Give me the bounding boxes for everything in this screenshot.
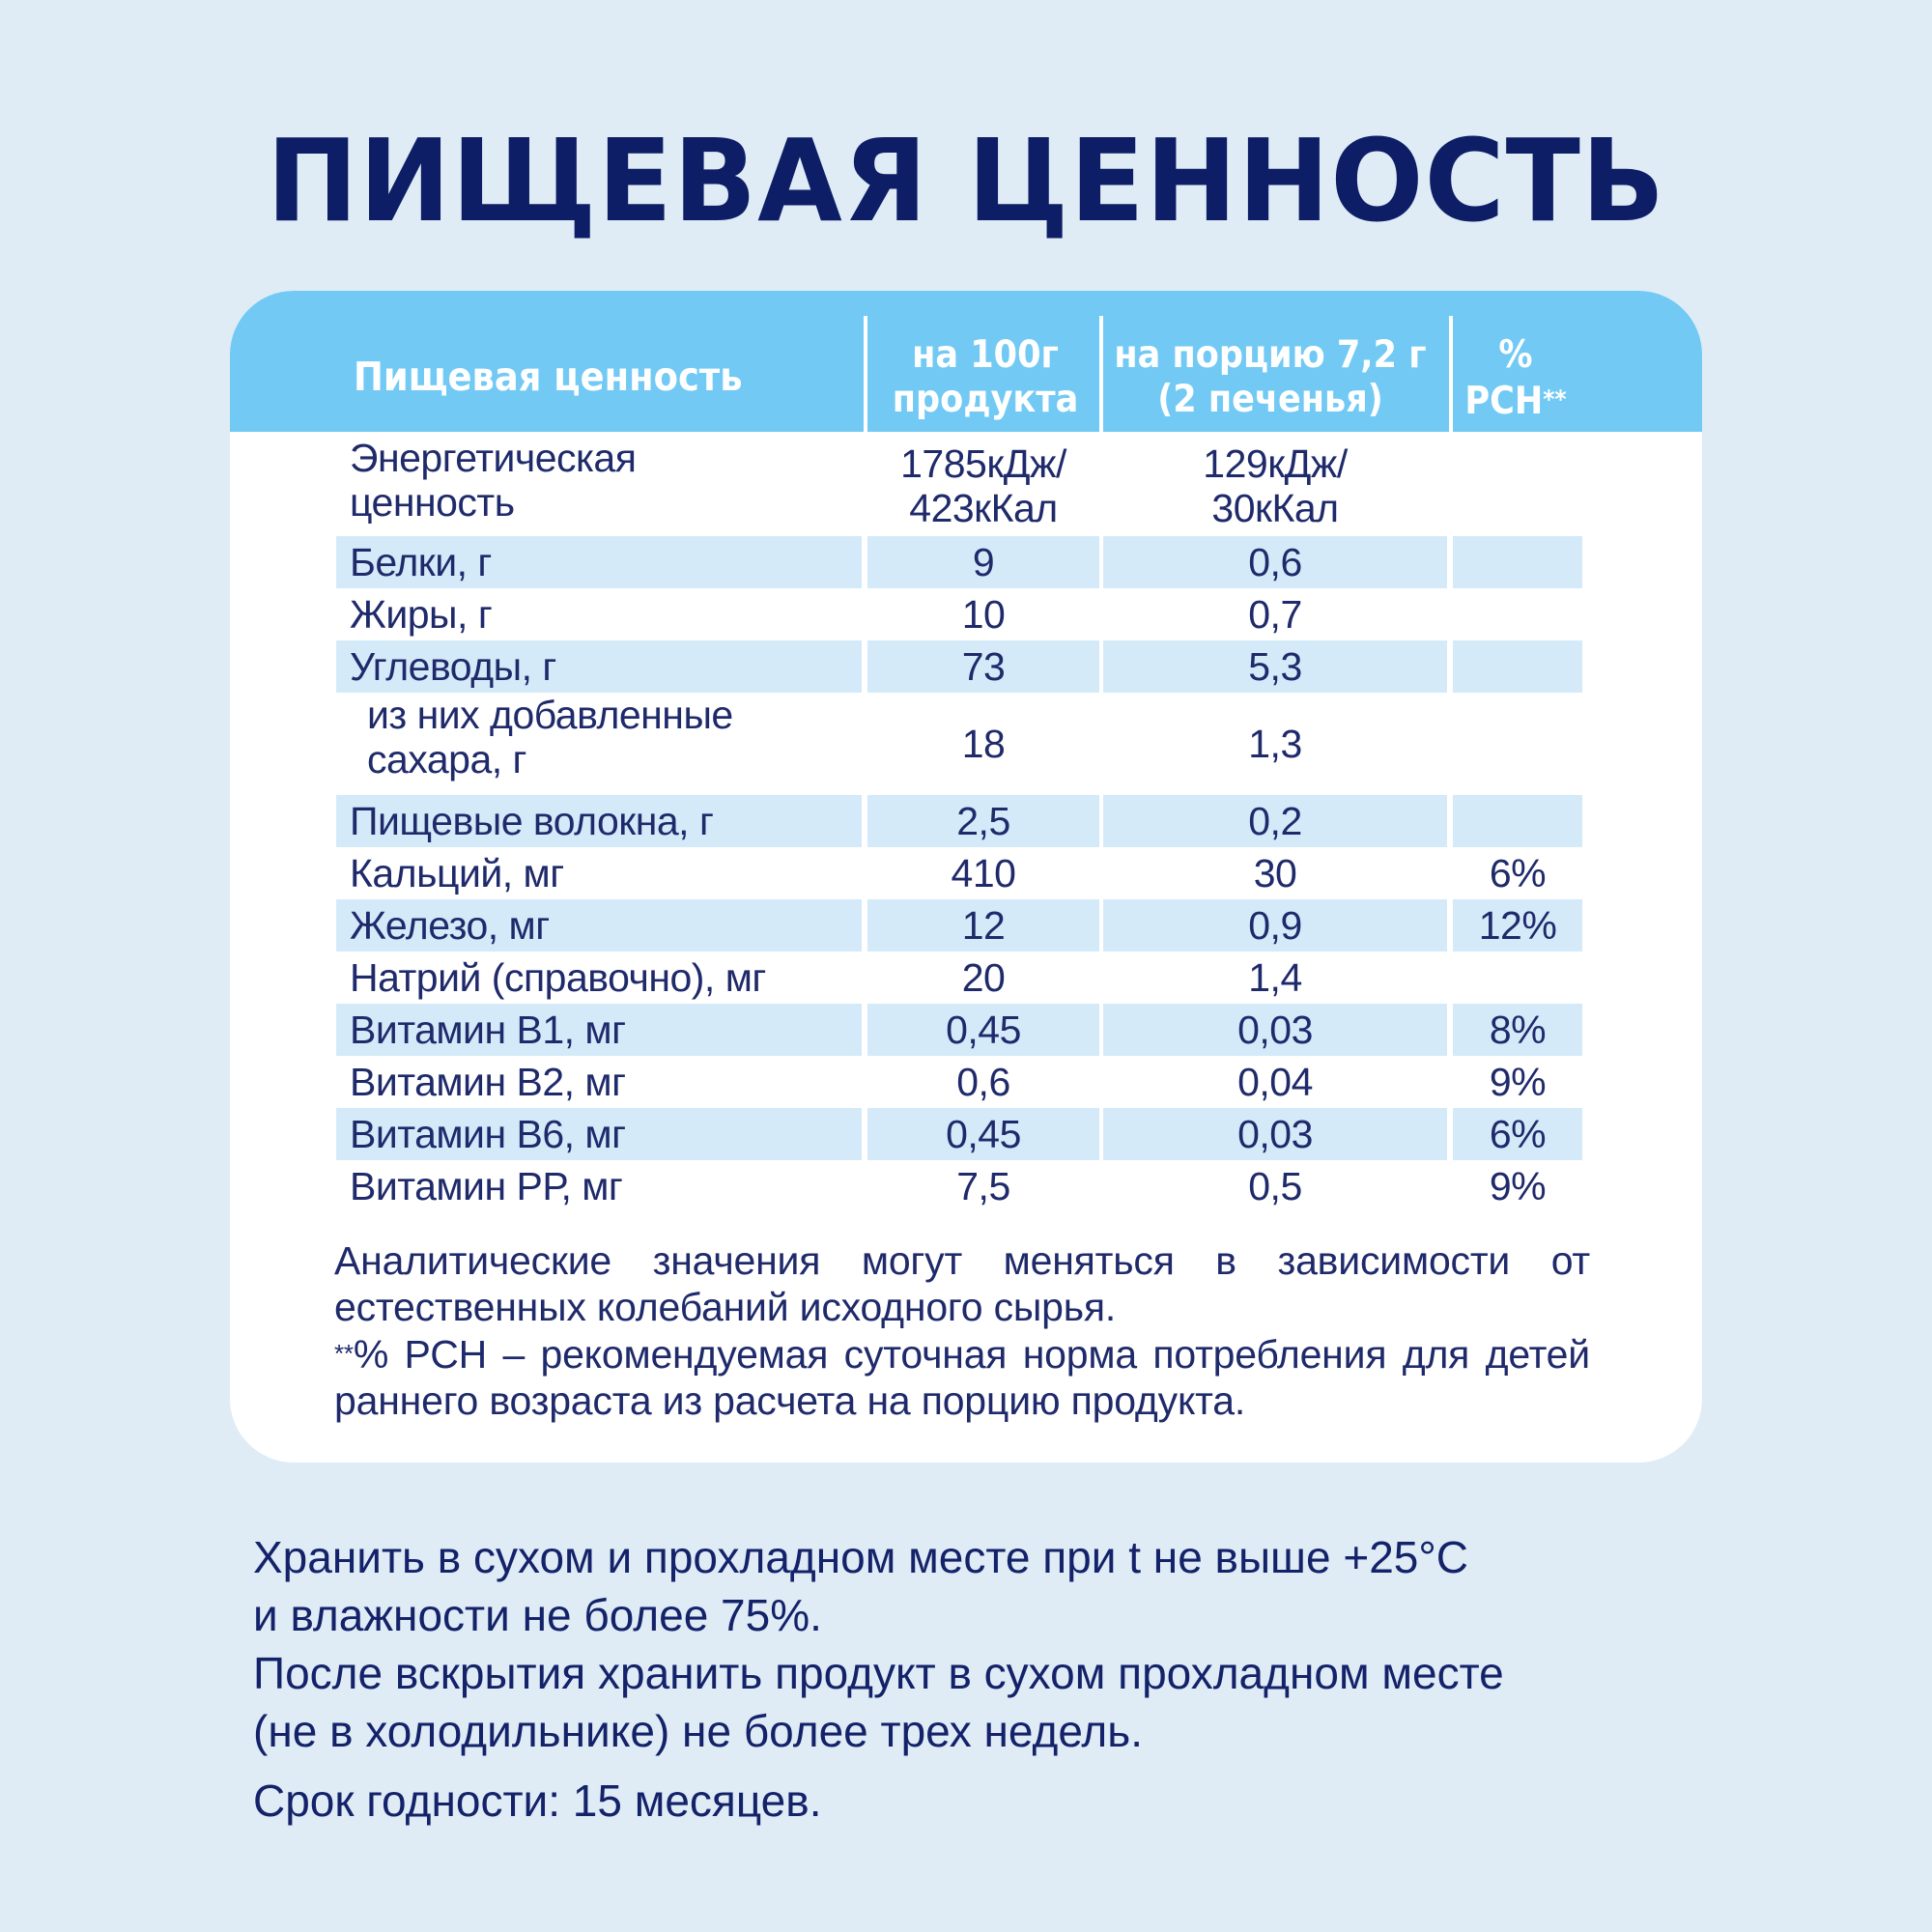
value-per-100g: 18 — [961, 722, 1006, 766]
value-per-portion: 0,03 — [1103, 1004, 1447, 1056]
value-per-portion: 1,3 — [1248, 722, 1302, 766]
nutrient-name: Кальций, мг — [350, 851, 564, 895]
value-per-portion: 129кДж/ 30кКал — [1203, 441, 1348, 530]
table-row: Пищевые волокна, г 2,5 0,2 — [336, 795, 1702, 847]
value-per-100g: 2,5 — [867, 795, 1099, 847]
nutrition-table-body: Энергетическая ценность 1785кДж/ 423кКал… — [336, 436, 1702, 1212]
table-row: Кальций, мг 410 30 6% — [336, 847, 1702, 899]
nutrient-name: Витамин РР, мг — [350, 1164, 623, 1208]
nutrient-name: Энергетическая ценность — [350, 436, 637, 525]
nutrient-name: Витамин В2, мг — [350, 1060, 626, 1104]
header-divider — [1449, 316, 1453, 434]
value-per-100g: 0,45 — [867, 1108, 1099, 1160]
value-percent-rsn — [1453, 795, 1582, 847]
nutrient-name: Белки, г — [336, 536, 862, 588]
value-percent-rsn: 8% — [1453, 1004, 1582, 1056]
header-divider — [1099, 316, 1103, 434]
table-row: Углеводы, г 73 5,3 — [336, 640, 1702, 693]
table-row: Витамин В1, мг 0,45 0,03 8% — [336, 1004, 1702, 1056]
storage-line: и влажности не более 75%. — [253, 1590, 822, 1640]
table-row: Витамин РР, мг 7,5 0,5 9% — [336, 1160, 1702, 1212]
value-per-100g: 20 — [961, 955, 1006, 1000]
value-per-100g: 9 — [867, 536, 1099, 588]
value-percent-rsn — [1453, 640, 1582, 693]
storage-line: (не в холодильнике) не более трех недель… — [253, 1706, 1143, 1756]
footnote-analytical-values: Аналитические значения могут меняться в … — [334, 1238, 1590, 1329]
storage-line: Хранить в сухом и прохладном месте при t… — [253, 1532, 1468, 1582]
value-percent-rsn — [1453, 436, 1582, 536]
value-per-100g: 10 — [961, 592, 1006, 637]
value-per-portion: 1,4 — [1248, 955, 1302, 1000]
value-per-portion: 0,04 — [1237, 1060, 1313, 1104]
value-per-100g: 1785кДж/ 423кКал — [900, 441, 1066, 530]
table-row: Жиры, г 10 0,7 — [336, 588, 1702, 640]
table-row: из них добавленные сахара, г 18 1,3 — [336, 693, 1702, 795]
value-percent-rsn — [1453, 952, 1582, 1004]
value-per-portion: 0,5 — [1248, 1164, 1302, 1208]
value-per-portion: 30 — [1253, 851, 1297, 895]
storage-line: После вскрытия хранить продукт в сухом п… — [253, 1648, 1504, 1698]
value-percent-rsn: 9% — [1489, 1060, 1547, 1104]
value-percent-rsn — [1453, 693, 1582, 795]
footnote-rsn-definition: **% РСН – рекомендуемая суточная норма п… — [334, 1332, 1590, 1423]
header-divider — [864, 316, 867, 434]
value-percent-rsn — [1453, 536, 1582, 588]
value-per-100g: 0,45 — [867, 1004, 1099, 1056]
storage-instructions: Хранить в сухом и прохладном месте при t… — [253, 1528, 1721, 1830]
header-per-portion: на порцию 7,2 г (2 печенья) — [1114, 333, 1427, 421]
table-footnotes: Аналитические значения могут меняться в … — [334, 1237, 1590, 1424]
nutrient-name: Углеводы, г — [336, 640, 862, 693]
page-title: ПИЩЕВАЯ ЦЕННОСТЬ — [266, 114, 1666, 247]
value-per-portion: 0,9 — [1103, 899, 1447, 952]
header-per-100g: на 100г продукта — [892, 333, 1079, 421]
table-row: Железо, мг 12 0,9 12% — [336, 899, 1702, 952]
value-percent-rsn: 6% — [1453, 1108, 1582, 1160]
nutrition-card: Пищевая ценность на 100г продукта на пор… — [230, 291, 1702, 1463]
nutrient-name: из них добавленные сахара, г — [367, 693, 733, 781]
nutrient-name: Витамин В6, мг — [336, 1108, 862, 1160]
table-row: Энергетическая ценность 1785кДж/ 423кКал… — [336, 436, 1702, 536]
header-nutrition-value: Пищевая ценность — [354, 354, 743, 400]
value-per-100g: 12 — [867, 899, 1099, 952]
value-per-100g: 0,6 — [956, 1060, 1010, 1104]
table-row: Витамин В2, мг 0,6 0,04 9% — [336, 1056, 1702, 1108]
value-per-portion: 0,6 — [1103, 536, 1447, 588]
value-per-100g: 73 — [867, 640, 1099, 693]
nutrient-name: Витамин В1, мг — [336, 1004, 862, 1056]
nutrient-name: Натрий (справочно), мг — [350, 955, 766, 1000]
table-row: Витамин В6, мг 0,45 0,03 6% — [336, 1108, 1702, 1160]
header-percent-rsn: % РСН** — [1464, 333, 1567, 423]
value-per-100g: 410 — [951, 851, 1016, 895]
value-per-portion: 0,2 — [1103, 795, 1447, 847]
table-row: Белки, г 9 0,6 — [336, 536, 1702, 588]
nutrient-name: Жиры, г — [350, 592, 493, 637]
value-percent-rsn: 12% — [1453, 899, 1582, 952]
value-per-portion: 0,7 — [1248, 592, 1302, 637]
value-per-portion: 5,3 — [1103, 640, 1447, 693]
value-per-portion: 0,03 — [1103, 1108, 1447, 1160]
value-percent-rsn — [1453, 588, 1582, 640]
nutrient-name: Пищевые волокна, г — [336, 795, 862, 847]
nutrient-name: Железо, мг — [336, 899, 862, 952]
shelf-life: Срок годности: 15 месяцев. — [253, 1776, 822, 1826]
value-percent-rsn: 9% — [1489, 1164, 1547, 1208]
value-per-100g: 7,5 — [956, 1164, 1010, 1208]
table-header: Пищевая ценность на 100г продукта на пор… — [230, 291, 1702, 434]
value-percent-rsn: 6% — [1489, 851, 1547, 895]
table-row: Натрий (справочно), мг 20 1,4 — [336, 952, 1702, 1004]
